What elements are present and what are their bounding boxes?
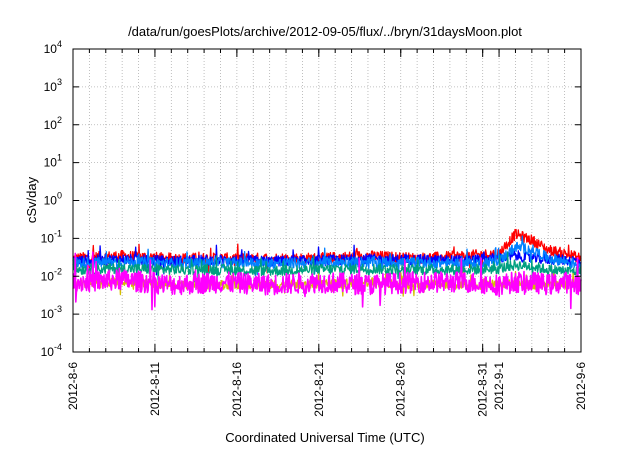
x-axis: 2012-8-6 2012-8-11 2012-8-16 2012-8-21 2012-… (66, 49, 588, 417)
y-tick-label: 10-3 (41, 304, 62, 321)
y-tick-label: 103 (44, 77, 62, 94)
x-tick-label: 2012-8-11 (148, 362, 162, 416)
y-tick-label: 101 (44, 153, 62, 170)
y-tick-label: 10-4 (41, 342, 62, 359)
x-tick-label: 2012-8-16 (230, 362, 244, 417)
x-tick-label: 2012-8-21 (312, 362, 326, 417)
y-axis-label: cSv/day (24, 176, 39, 223)
plot-frame (72, 48, 582, 353)
series-line-4 (72, 251, 582, 284)
x-tick-label: 2012-8-6 (66, 362, 80, 410)
y-tick-label: 10-2 (41, 266, 62, 283)
series-line-3 (72, 235, 582, 277)
x-tick-label: 2012-8-31 (476, 362, 490, 417)
y-axis: 10-4 10-3 10-2 10-1 100 101 102 103 104 (41, 39, 581, 359)
y-tick-label: 100 (44, 191, 62, 208)
x-tick-label: 2012-9-6 (574, 362, 588, 410)
x-tick-label: 2012-9-1 (492, 362, 506, 410)
y-tick-label: 104 (44, 39, 62, 56)
series-layer (72, 228, 582, 311)
series-line-6 (72, 251, 582, 311)
chart-title: /data/run/goesPlots/archive/2012-09-05/f… (128, 24, 522, 39)
y-tick-label: 10-1 (41, 228, 62, 245)
grid (73, 49, 581, 352)
x-axis-label: Coordinated Universal Time (UTC) (225, 430, 424, 445)
x-tick-label: 2012-8-26 (394, 362, 408, 417)
y-tick-label: 102 (44, 115, 62, 132)
